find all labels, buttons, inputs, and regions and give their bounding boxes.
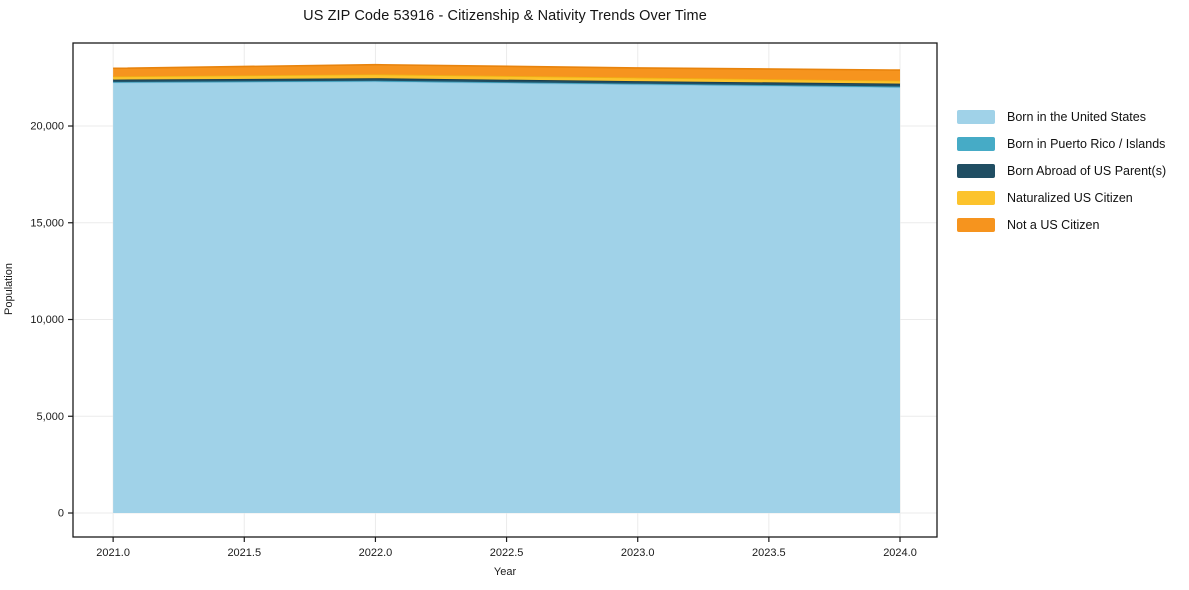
legend-label: Not a US Citizen xyxy=(1007,217,1100,232)
x-tick-label: 2022.5 xyxy=(490,547,524,559)
legend-item: Born in Puerto Rico / Islands xyxy=(957,130,1166,157)
legend-swatch xyxy=(957,217,995,232)
y-tick-label: 0 xyxy=(58,508,64,520)
x-tick-label: 2021.0 xyxy=(96,547,130,559)
legend-item: Born in the United States xyxy=(957,103,1166,130)
x-tick-label: 2023.5 xyxy=(752,547,786,559)
legend-label: Naturalized US Citizen xyxy=(1007,190,1133,205)
x-axis-label: Year xyxy=(493,566,517,578)
y-tick-label: 15,000 xyxy=(30,217,64,229)
plot-border xyxy=(72,42,938,538)
y-axis-label: Population xyxy=(3,263,15,315)
y-tick-label: 20,000 xyxy=(30,121,64,133)
area-band-edge xyxy=(113,63,901,71)
x-tick-label: 2024.0 xyxy=(883,547,917,559)
legend-swatch xyxy=(957,163,995,178)
legend-item: Born Abroad of US Parent(s) xyxy=(957,157,1166,184)
legend-swatch xyxy=(957,136,995,151)
legend-label: Born in Puerto Rico / Islands xyxy=(1007,136,1166,151)
legend-swatch xyxy=(957,109,995,124)
x-tick-label: 2021.5 xyxy=(227,547,261,559)
area-band xyxy=(113,78,901,87)
area-band xyxy=(113,74,901,84)
legend: Born in the United States Born in Puerto … xyxy=(957,103,1166,238)
chart-title: US ZIP Code 53916 - Citizenship & Nativi… xyxy=(303,8,707,24)
x-tick-label: 2022.0 xyxy=(359,547,393,559)
y-tick-label: 5,000 xyxy=(36,411,64,423)
area-band xyxy=(113,81,901,514)
x-tick-label: 2023.0 xyxy=(621,547,655,559)
legend-item: Not a US Citizen xyxy=(957,211,1166,238)
legend-item: Naturalized US Citizen xyxy=(957,184,1166,211)
legend-swatch xyxy=(957,190,995,205)
y-tick-label: 10,000 xyxy=(30,314,64,326)
legend-label: Born in the United States xyxy=(1007,109,1146,124)
legend-label: Born Abroad of US Parent(s) xyxy=(1007,163,1167,178)
